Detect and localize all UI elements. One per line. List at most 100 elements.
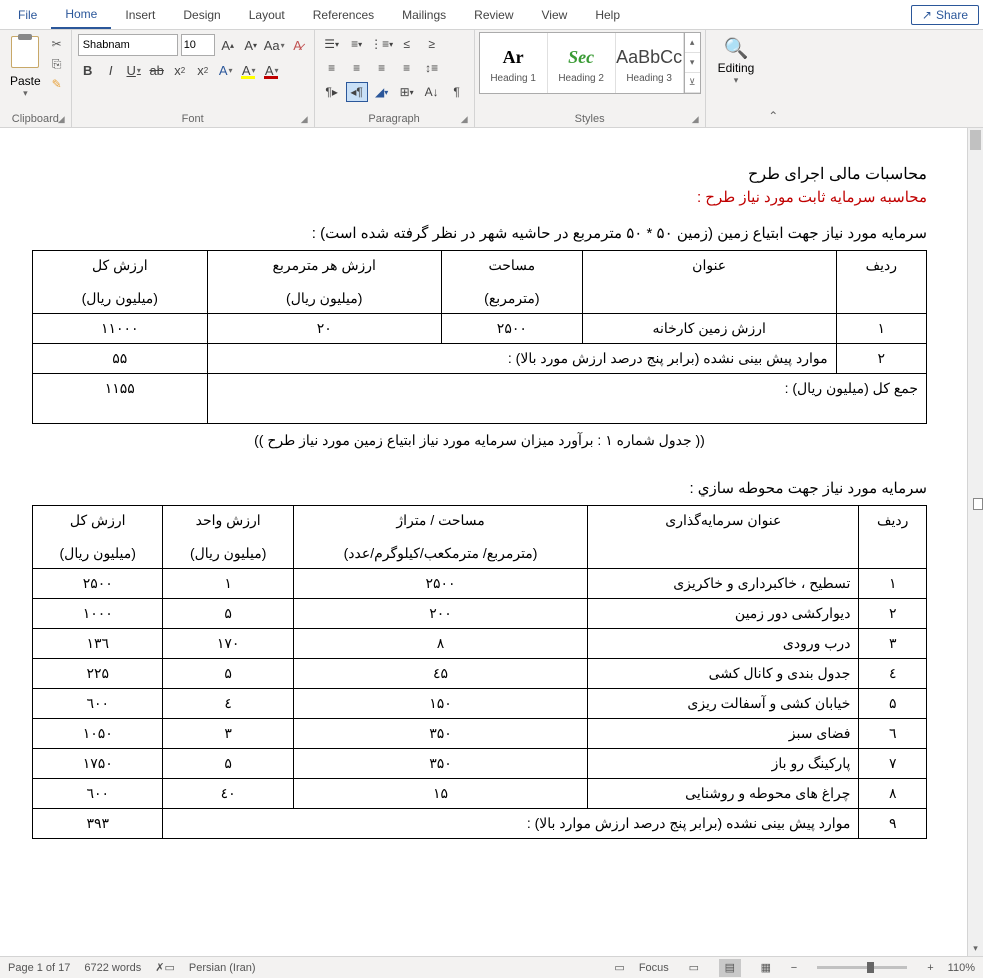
status-page[interactable]: Page 1 of 17 (8, 962, 70, 974)
ltr-icon[interactable]: ¶▸ (321, 82, 343, 102)
text-effects-icon[interactable]: A▾ (216, 60, 236, 80)
launcher-icon[interactable]: ◢ (301, 114, 308, 125)
read-mode-icon[interactable]: ▭ (683, 959, 705, 977)
zoom-value[interactable]: 110% (948, 962, 975, 974)
collapse-ribbon-icon[interactable]: ⌃ (766, 30, 780, 127)
table-2: ردیفعنوان سرمایه‌گذاریمساحت / متراژ(مترم… (32, 505, 927, 839)
align-center-icon[interactable]: ≡ (346, 58, 368, 78)
borders-icon[interactable]: ⊞▾ (396, 82, 418, 102)
share-label: Share (936, 8, 968, 22)
doc-line1: سرمایه مورد نیاز جهت ابتیاع زمین (زمین ۵… (32, 224, 927, 242)
strike-button[interactable]: ab (147, 60, 167, 80)
group-editing: 🔍 Editing ▾ (706, 30, 767, 127)
share-icon: ↗ (922, 8, 932, 22)
align-left-icon[interactable]: ≡ (321, 58, 343, 78)
styles-scroll-up-icon[interactable]: ▴ (685, 33, 700, 53)
font-color-button[interactable]: A▾ (262, 60, 282, 80)
styles-gallery[interactable]: ArHeading 1SecHeading 2AaBbCcHeading 3 (479, 32, 685, 94)
doc-subheading: محاسبه سرمایه ثابت مورد نیاز طرح : (32, 188, 927, 206)
font-name-select[interactable] (78, 34, 178, 56)
style-item[interactable]: ArHeading 1 (480, 33, 548, 93)
zoom-out-icon[interactable]: − (791, 962, 797, 974)
tab-design[interactable]: Design (169, 2, 234, 28)
zoom-slider[interactable] (817, 966, 907, 969)
group-font: A▴ A▾ Aa▾ A̷ B I U▾ ab x2 x2 A▾ A▾ A▾ (72, 30, 315, 127)
multilevel-icon[interactable]: ⋮≡▾ (371, 34, 393, 54)
styles-scroll-down-icon[interactable]: ▾ (685, 53, 700, 73)
group-clipboard: Paste ▾ ✂ ⎘ ✎ Clipboard◢ (0, 30, 72, 127)
page[interactable]: محاسبات مالی اجرای طرح محاسبه سرمایه ثاب… (32, 134, 927, 839)
shrink-font-icon[interactable]: A▾ (241, 35, 261, 55)
tab-view[interactable]: View (528, 2, 582, 28)
format-painter-icon[interactable]: ✎ (49, 76, 65, 92)
launcher-icon[interactable]: ◢ (461, 114, 468, 125)
launcher-icon[interactable]: ◢ (58, 114, 65, 125)
tab-references[interactable]: References (299, 2, 388, 28)
style-item[interactable]: SecHeading 2 (548, 33, 616, 93)
highlight-button[interactable]: A▾ (239, 60, 259, 80)
tab-layout[interactable]: Layout (235, 2, 299, 28)
superscript-button[interactable]: x2 (193, 60, 213, 80)
doc-heading: محاسبات مالی اجرای طرح (32, 164, 927, 184)
line-spacing-icon[interactable]: ↕≡ (421, 58, 443, 78)
font-size-select[interactable] (181, 34, 215, 56)
change-case-icon[interactable]: Aa▾ (264, 35, 285, 55)
editing-button[interactable]: 🔍 Editing ▾ (710, 32, 763, 90)
styles-label: Styles◢ (479, 111, 701, 127)
sort-icon[interactable]: A↓ (421, 82, 443, 102)
status-words[interactable]: 6722 words (84, 962, 141, 974)
print-layout-icon[interactable]: ▤ (719, 959, 741, 977)
tab-home[interactable]: Home (51, 1, 111, 29)
increase-indent-icon[interactable]: ≥ (421, 34, 443, 54)
underline-button[interactable]: U▾ (124, 60, 144, 80)
launcher-icon[interactable]: ◢ (692, 114, 699, 125)
vertical-scrollbar[interactable]: ▴ ▾ (967, 128, 983, 956)
status-bar: Page 1 of 17 6722 words ✗▭ Persian (Iran… (0, 956, 983, 978)
subscript-button[interactable]: x2 (170, 60, 190, 80)
show-marks-icon[interactable]: ¶ (446, 82, 468, 102)
italic-button[interactable]: I (101, 60, 121, 80)
bold-button[interactable]: B (78, 60, 98, 80)
bullets-icon[interactable]: ☰▾ (321, 34, 343, 54)
tab-file[interactable]: File (4, 2, 51, 28)
slide-marker[interactable] (973, 498, 983, 510)
doc-line2: سرمایه مورد نیاز جهت محوطه سازي : (32, 479, 927, 497)
share-button[interactable]: ↗ Share (911, 5, 979, 25)
zoom-in-icon[interactable]: + (927, 962, 933, 974)
scroll-thumb[interactable] (970, 130, 981, 150)
styles-more-icon[interactable]: ⊻ (685, 73, 700, 93)
clear-format-icon[interactable]: A̷ (288, 35, 308, 55)
tab-help[interactable]: Help (581, 2, 634, 28)
decrease-indent-icon[interactable]: ≤ (396, 34, 418, 54)
scroll-down-icon[interactable]: ▾ (968, 940, 983, 956)
status-lang[interactable]: Persian (Iran) (189, 962, 256, 974)
clipboard-label: Clipboard◢ (4, 111, 67, 127)
paste-label: Paste (10, 74, 41, 88)
shading-icon[interactable]: ◢▾ (371, 82, 393, 102)
grow-font-icon[interactable]: A▴ (218, 35, 238, 55)
paragraph-label: Paragraph◢ (319, 111, 470, 127)
copy-icon[interactable]: ⎘ (49, 56, 65, 72)
paste-icon (11, 36, 39, 68)
tab-insert[interactable]: Insert (111, 2, 169, 28)
justify-icon[interactable]: ≡ (396, 58, 418, 78)
find-icon: 🔍 (724, 36, 749, 61)
paste-button[interactable]: Paste ▾ (4, 32, 47, 103)
ribbon: Paste ▾ ✂ ⎘ ✎ Clipboard◢ A▴ A▾ Aa▾ A̷ (0, 30, 983, 128)
editing-label: Editing (718, 61, 755, 75)
group-styles: ArHeading 1SecHeading 2AaBbCcHeading 3 ▴… (475, 30, 706, 127)
spellcheck-icon[interactable]: ✗▭ (155, 961, 175, 974)
table-1: ردیفعنوانمساحت(مترمربع)ارزش هر مترمربع(م… (32, 250, 927, 424)
rtl-icon[interactable]: ◂¶ (346, 82, 368, 102)
style-item[interactable]: AaBbCcHeading 3 (616, 33, 684, 93)
align-right-icon[interactable]: ≡ (371, 58, 393, 78)
focus-icon[interactable]: ▭ (614, 961, 624, 974)
group-paragraph: ☰▾ ≡▾ ⋮≡▾ ≤ ≥ ≡ ≡ ≡ ≡ ↕≡ ¶▸ ◂¶ ◢▾ (315, 30, 475, 127)
status-focus[interactable]: Focus (639, 962, 669, 974)
tab-review[interactable]: Review (460, 2, 527, 28)
cut-icon[interactable]: ✂ (49, 36, 65, 52)
web-layout-icon[interactable]: ▦ (755, 959, 777, 977)
document-area: محاسبات مالی اجرای طرح محاسبه سرمایه ثاب… (0, 128, 983, 956)
tab-mailings[interactable]: Mailings (388, 2, 460, 28)
numbering-icon[interactable]: ≡▾ (346, 34, 368, 54)
